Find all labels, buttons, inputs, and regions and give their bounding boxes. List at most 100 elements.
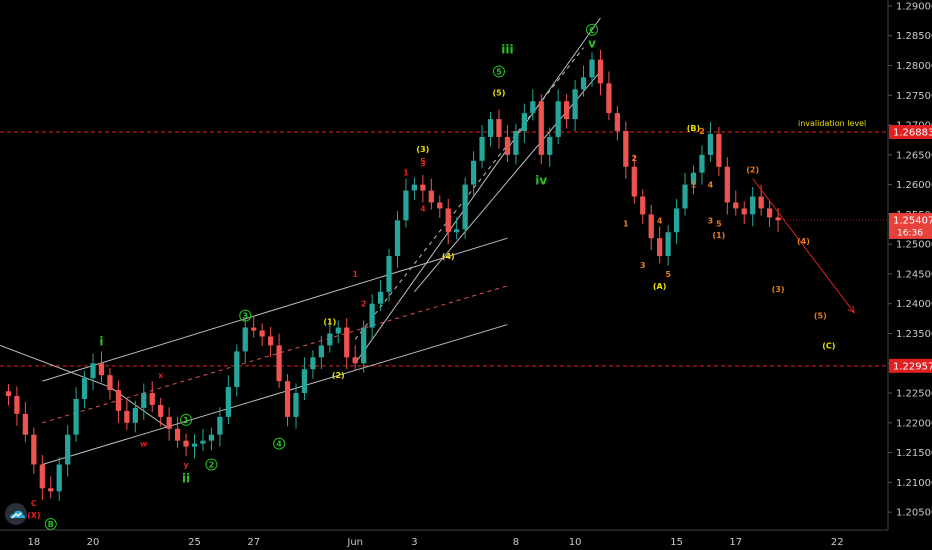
candle-body-61: [521, 113, 527, 132]
y-tick-label-4: 1.22500: [896, 389, 932, 400]
channel-line-0: [0, 344, 111, 388]
wave-labels: C(X)Biwxy1ii234(1)(2)(3)(4)(5)5iiiivvC(A…: [27, 23, 835, 531]
candle-body-13: [115, 390, 122, 411]
candle-body-1: [14, 396, 20, 414]
candle-body-60: [513, 131, 519, 155]
candle-body-67: [572, 89, 578, 120]
price-badges: 1.26883 1.22957 1.25407 16:36: [778, 125, 932, 373]
candle-body-30: [259, 330, 265, 337]
tradingview-logo-icon[interactable]: [5, 503, 27, 525]
wave-label-2: B: [48, 520, 54, 529]
candle-body-86: [733, 202, 739, 209]
projection-arrow-head: [847, 305, 855, 314]
invalidation-level-label: invalidation level: [798, 119, 866, 128]
x-tick-label-7: 10: [569, 537, 582, 548]
wave-label-28: (5): [814, 312, 827, 321]
level-badge-1: [889, 358, 932, 373]
candle-body-66: [564, 101, 570, 120]
candle-body-44: [377, 291, 384, 304]
candle-body-17: [149, 393, 155, 405]
candle-body-85: [724, 166, 730, 203]
wave-circle-10: [239, 309, 252, 322]
candle-body-11: [98, 363, 105, 376]
candle-body-76: [648, 214, 654, 239]
candle-body-0: [5, 391, 12, 397]
candle-body-18: [158, 404, 164, 417]
candle-body-15: [132, 407, 138, 423]
candle-body-46: [394, 220, 401, 257]
x-tick-label-2: 25: [188, 537, 201, 548]
wave-label-14: (3): [416, 145, 429, 154]
candle-body-52: [445, 208, 451, 233]
wave-label-32: 3: [640, 261, 646, 270]
candle-body-50: [428, 190, 434, 203]
projection-arrow: [752, 178, 855, 314]
candle-body-10: [90, 363, 96, 379]
level-badge-0: [889, 125, 932, 140]
candle-body-4: [39, 464, 45, 489]
candle-body-53: [454, 229, 460, 233]
y-tick-label-15: 1.28000: [896, 61, 932, 72]
y-tick-label-6: 1.23500: [896, 329, 932, 340]
candle-body-21: [183, 440, 189, 447]
wave-circle-11: [273, 437, 286, 450]
wave-label-12: (1): [323, 318, 336, 327]
candle-body-20: [174, 428, 181, 441]
candle-body-59: [504, 136, 511, 155]
candle-body-16: [141, 393, 147, 408]
wave-label-24: (C): [822, 341, 835, 350]
wave-label-17: 5: [496, 67, 502, 76]
wave-label-39: 5: [716, 219, 722, 228]
level-badge-label-0: 1.26883: [893, 128, 932, 139]
y-tick-label-7: 1.24000: [896, 299, 932, 310]
horizontal-levels: invalidation level: [0, 119, 888, 367]
candle-body-87: [741, 208, 747, 215]
candle-body-40: [344, 327, 350, 358]
y-tick-label-0: 1.20500: [896, 508, 932, 519]
time-axis[interactable]: 18 20 25 27 Jun 3 8 10 15 17 22: [0, 529, 888, 548]
candle-body-25: [217, 416, 223, 435]
wave-label-7: 1: [183, 416, 189, 425]
candle-body-14: [124, 410, 130, 423]
candle-body-27: [234, 351, 240, 388]
candle-body-29: [251, 327, 257, 331]
x-tick-label-4: Jun: [346, 537, 363, 548]
x-tick-label-6: 8: [513, 537, 519, 548]
price-axis[interactable]: 1.205001.210001.215001.220001.225001.230…: [887, 0, 932, 530]
candle-body-35: [301, 369, 308, 394]
candle-body-3: [31, 434, 37, 465]
candle-body-23: [200, 440, 206, 444]
candle-body-56: [479, 136, 485, 161]
wave-label-1: (X): [27, 511, 40, 520]
candle-body-74: [631, 166, 637, 197]
wave-label-6: y: [183, 460, 189, 469]
cloud-icon: [10, 510, 25, 519]
wave-label-8: ii: [182, 471, 190, 485]
channel-lines: [0, 17, 601, 465]
y-tick-label-12: 1.26500: [896, 150, 932, 161]
wave-label-38: 3: [708, 216, 714, 225]
y-tick-label-1: 1.21000: [896, 478, 932, 489]
candle-body-68: [580, 77, 587, 90]
wave-label-0: C: [31, 499, 37, 508]
wave-label-18: iii: [501, 43, 513, 57]
candle-body-9: [81, 378, 88, 399]
candle-body-90: [766, 208, 773, 218]
x-tick-label-8: 15: [670, 537, 683, 548]
y-tick-label-16: 1.28500: [896, 31, 932, 42]
channel-line-2: [42, 237, 508, 382]
wave-label-25: (2): [746, 166, 759, 175]
candle-body-32: [276, 345, 282, 382]
wave-circle-17: [492, 65, 505, 78]
wave-label-26: (4): [797, 237, 810, 246]
candle-body-77: [657, 238, 663, 257]
candle-body-73: [623, 131, 629, 167]
candle-body-55: [470, 160, 477, 185]
candle-body-88: [750, 196, 756, 215]
x-tick-label-0: 18: [27, 537, 40, 548]
last-price-timer: 16:36: [897, 228, 923, 238]
y-tick-label-17: 1.29000: [896, 1, 932, 12]
x-tick-label-3: 27: [247, 537, 260, 548]
wave-label-19: iv: [535, 174, 547, 188]
